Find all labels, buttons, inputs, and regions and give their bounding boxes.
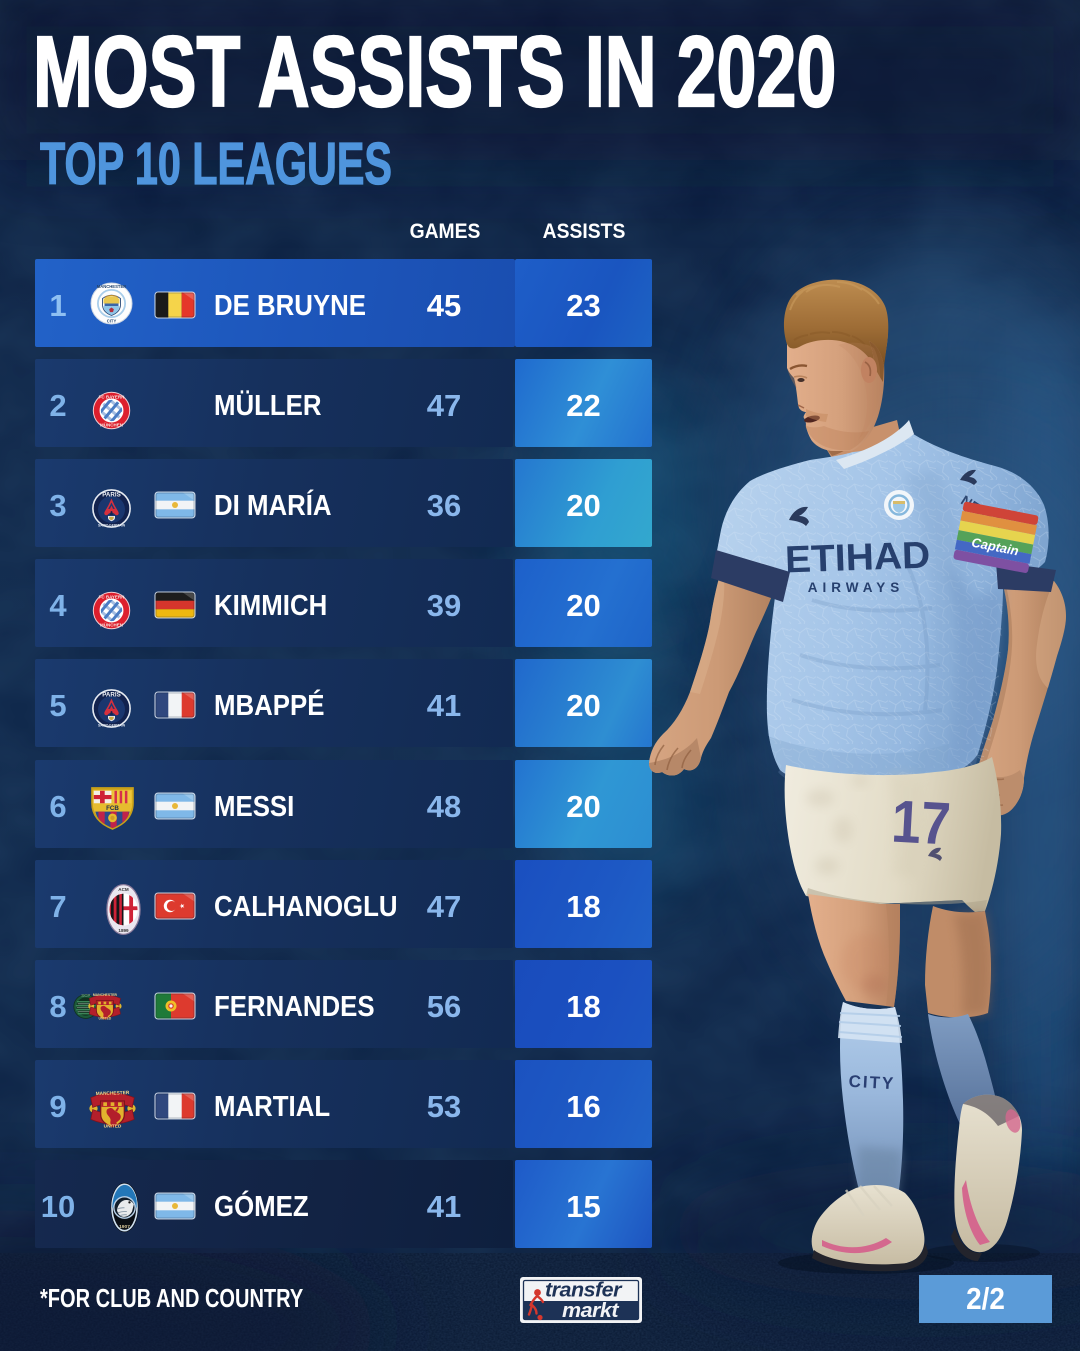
svg-text:FC BAYERN: FC BAYERN [99,394,125,399]
svg-text:17: 17 [890,787,952,857]
svg-text:CITY: CITY [107,318,117,323]
svg-text:FC BAYERN: FC BAYERN [99,594,125,599]
svg-text:SAINT-GERMAIN: SAINT-GERMAIN [98,724,126,728]
svg-text:FCB: FCB [106,805,119,812]
svg-text:1907: 1907 [119,1224,130,1230]
svg-text:MANCHESTER: MANCHESTER [96,1090,130,1097]
svg-text:ACM: ACM [118,887,129,892]
svg-text:AIRWAYS: AIRWAYS [808,580,905,595]
svg-text:MANCHESTER: MANCHESTER [97,284,127,289]
svg-text:MÜNCHEN: MÜNCHEN [100,621,123,627]
svg-text:markt: markt [562,1300,620,1322]
svg-text:UNITED: UNITED [104,1123,122,1129]
svg-text:UNITED: UNITED [99,1016,112,1020]
svg-text:ETIHAD: ETIHAD [784,534,931,581]
svg-text:1899: 1899 [118,928,129,933]
svg-text:PARIS: PARIS [102,692,120,699]
svg-text:MÜNCHEN: MÜNCHEN [100,421,123,427]
svg-text:transfer: transfer [545,1279,624,1301]
svg-text:SCP: SCP [81,993,90,998]
svg-text:SAINT-GERMAIN: SAINT-GERMAIN [98,524,126,528]
svg-text:CITY: CITY [848,1072,896,1093]
svg-text:MANCHESTER: MANCHESTER [93,993,118,997]
svg-text:PARIS: PARIS [102,492,120,499]
